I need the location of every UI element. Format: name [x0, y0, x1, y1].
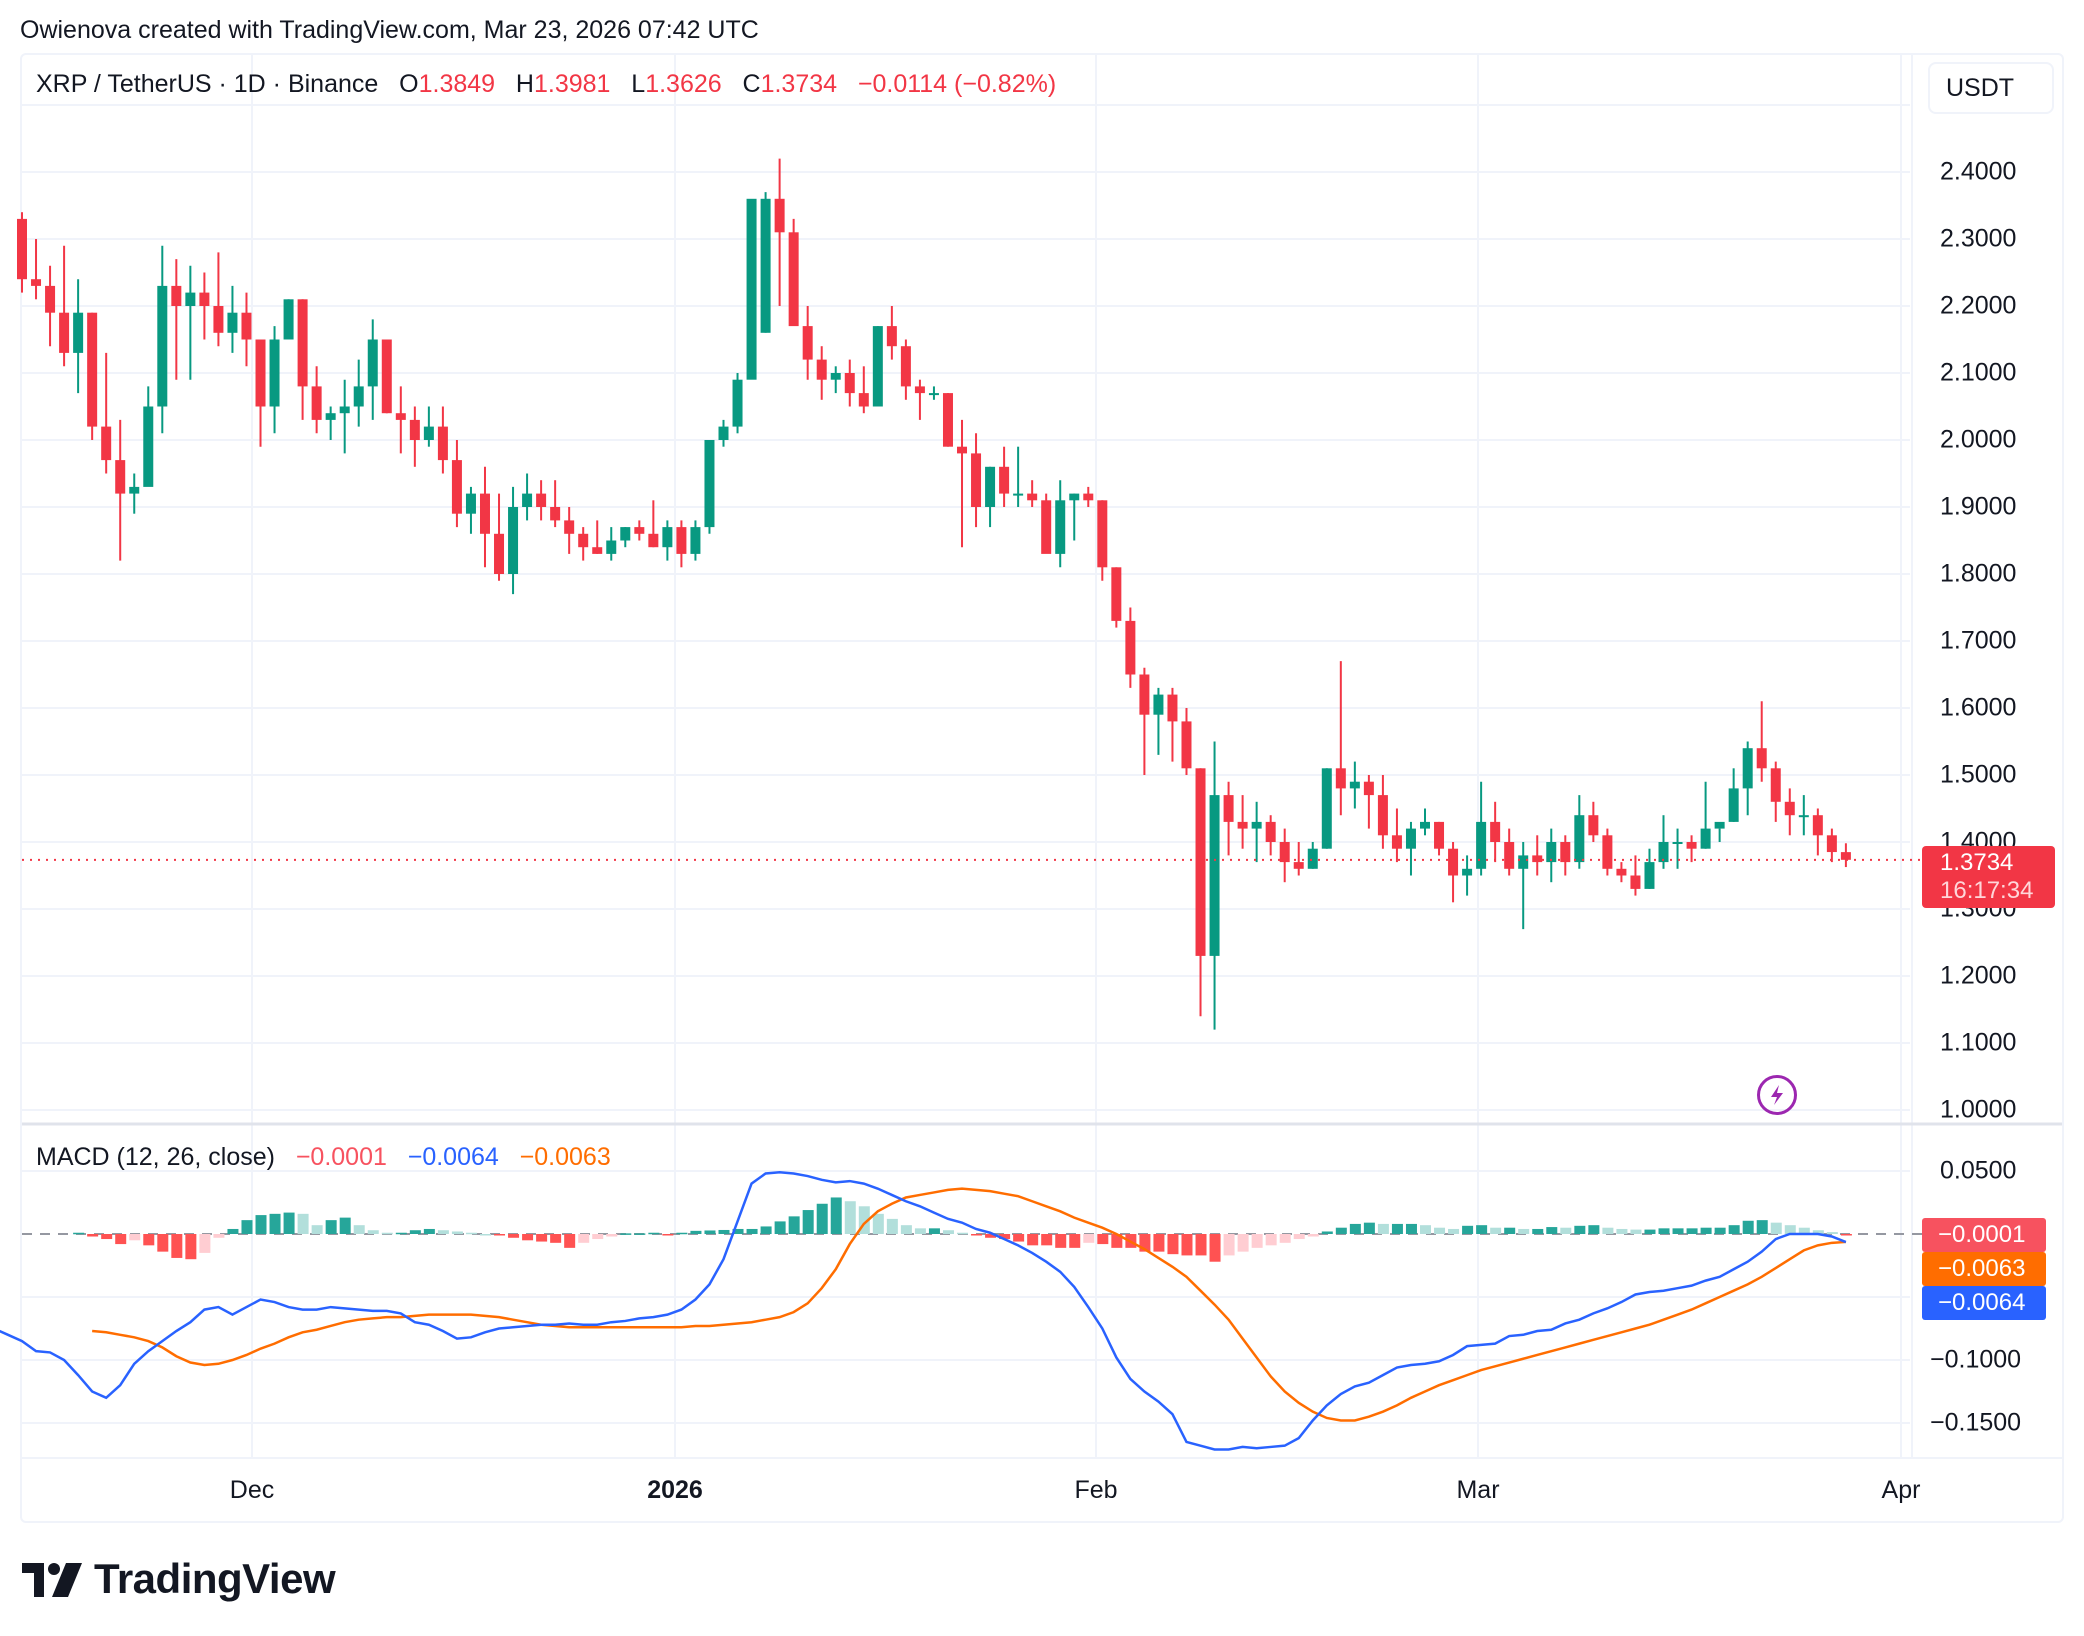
- open-value: 1.3849: [418, 70, 496, 98]
- price-axis-label: 2.2000: [1940, 291, 2017, 320]
- macd-line-tag-value: −0.0064: [1938, 1289, 2026, 1316]
- change-value: −0.0114 (−0.82%): [857, 70, 1057, 98]
- high-value: 1.3981: [533, 70, 611, 98]
- macd-axis-label: −0.1000: [1930, 1345, 2022, 1374]
- macd-histogram-tag: −0.0001: [1922, 1218, 2046, 1252]
- price-axis-label: 1.9000: [1940, 492, 2017, 521]
- low-value: 1.3626: [645, 70, 722, 98]
- macd-histogram-tag-value: −0.0001: [1938, 1221, 2026, 1248]
- macd-signal-tag-value: −0.0063: [1938, 1255, 2026, 1282]
- price-axis-label: 1.8000: [1940, 559, 2017, 588]
- symbol-title[interactable]: XRP / TetherUS · 1D · Binance: [36, 70, 379, 98]
- time-axis-label: Dec: [229, 1476, 275, 1504]
- price-axis-label: 1.6000: [1940, 693, 2017, 722]
- last-price-tag: 1.3734 16:17:34: [1922, 846, 2055, 908]
- time-axis-label: 2026: [647, 1476, 703, 1504]
- macd-axis-label: 0.0500: [1940, 1156, 2017, 1185]
- tradingview-logo-icon: [22, 1559, 84, 1599]
- time-axis-label: Apr: [1881, 1476, 1921, 1504]
- price-axis-label: 1.2000: [1940, 961, 2017, 990]
- chart-credit: Owienova created with TradingView.com, M…: [20, 16, 759, 44]
- high-label: H: [515, 70, 534, 98]
- macd-legend: MACD (12, 26, close) −0.0001 −0.0064 −0.…: [36, 1143, 611, 1172]
- chart-panel: [20, 53, 2064, 1523]
- macd-line-tag: −0.0064: [1922, 1286, 2046, 1320]
- macd-signal-value: −0.0063: [519, 1143, 611, 1171]
- macd-title[interactable]: MACD (12, 26, close): [36, 1143, 275, 1171]
- close-value: 1.3734: [760, 70, 838, 98]
- price-axis-label: 2.4000: [1940, 157, 2017, 186]
- time-axis-label: Mar: [1456, 1476, 1500, 1504]
- price-axis-label: 1.7000: [1940, 626, 2017, 655]
- tradingview-logo[interactable]: TradingView: [22, 1555, 336, 1603]
- close-label: C: [742, 70, 761, 98]
- last-price-value: 1.3734: [1940, 849, 2014, 876]
- macd-histogram-value: −0.0001: [295, 1143, 387, 1171]
- low-label: L: [631, 70, 646, 98]
- price-axis-label: 2.0000: [1940, 425, 2017, 454]
- price-axis-label: 1.0000: [1940, 1095, 2017, 1124]
- price-axis-label: 2.1000: [1940, 358, 2017, 387]
- price-axis-label: 1.1000: [1940, 1028, 2017, 1057]
- price-axis-label: 2.3000: [1940, 224, 2017, 253]
- time-axis-label: Feb: [1074, 1476, 1118, 1504]
- tradingview-wordmark: TradingView: [94, 1555, 336, 1602]
- price-axis-label: 1.5000: [1940, 760, 2017, 789]
- currency-button[interactable]: USDT: [1928, 62, 2054, 114]
- macd-line-value: −0.0064: [407, 1143, 499, 1171]
- bar-countdown: 16:17:34: [1940, 877, 2034, 904]
- symbol-legend: XRP / TetherUS · 1D · Binance O1.3849 H1…: [36, 70, 1056, 99]
- open-label: O: [399, 70, 419, 98]
- lightning-bolt-icon[interactable]: [1757, 1075, 1797, 1115]
- macd-signal-tag: −0.0063: [1922, 1252, 2046, 1286]
- macd-axis-label: −0.1500: [1930, 1408, 2022, 1437]
